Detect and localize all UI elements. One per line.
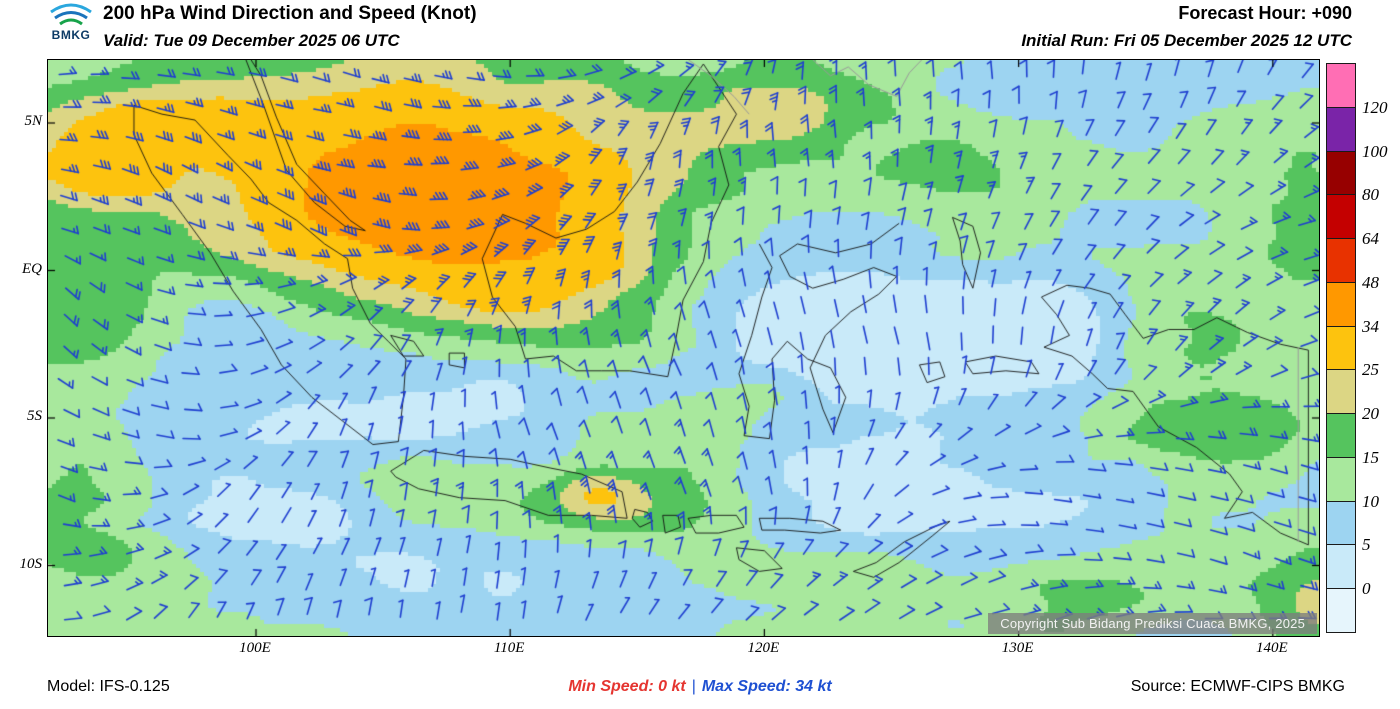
legend-band: [1326, 106, 1356, 152]
forecast-hour: Forecast Hour: +090: [1178, 3, 1352, 23]
bmkg-logo-icon: [50, 3, 92, 26]
legend-band: [1326, 194, 1356, 240]
legend-label: 5: [1362, 535, 1371, 555]
source-label: Source: ECMWF-CIPS BMKG: [1130, 678, 1345, 695]
legend-label: 0: [1362, 579, 1371, 599]
legend-band: [1326, 369, 1356, 415]
legend-label: 25: [1362, 360, 1379, 380]
legend-band: [1326, 281, 1356, 327]
bmkg-logo-text: BMKG: [51, 28, 91, 42]
speed-range-label: Min Speed: 0 kt | Max Speed: 34 kt: [0, 678, 1400, 696]
max-speed-label: Max Speed: 34 kt: [701, 678, 832, 695]
legend-band: [1326, 63, 1356, 108]
legend-label: 15: [1362, 447, 1379, 467]
model-label: Model: IFS-0.125: [47, 678, 170, 695]
legend-band: [1326, 588, 1356, 633]
legend-label: 64: [1362, 229, 1379, 249]
legend-band: [1326, 238, 1356, 283]
legend-band: [1326, 544, 1356, 590]
legend-band: [1326, 413, 1356, 458]
legend-label: 10: [1362, 491, 1379, 511]
color-scale-legend: [1326, 63, 1356, 633]
legend-label: 48: [1362, 272, 1379, 292]
legend-label: 100: [1362, 141, 1388, 161]
lon-axis-label: 130E: [1001, 640, 1034, 656]
lat-axis-label: 5N: [24, 113, 42, 129]
legend-band: [1326, 150, 1356, 196]
copyright-watermark: Copyright Sub Bidang Prediksi Cuaca BMKG…: [988, 613, 1317, 634]
lon-axis-label: 120E: [747, 640, 780, 656]
initial-run: Initial Run: Fri 05 December 2025 12 UTC: [1021, 31, 1352, 50]
lon-axis-label: 140E: [1255, 640, 1288, 656]
speed-separator: |: [691, 678, 696, 695]
legend-band: [1326, 456, 1356, 502]
legend-band: [1326, 325, 1356, 371]
valid-time: Valid: Tue 09 December 2025 06 UTC: [103, 31, 400, 50]
lat-axis-label: EQ: [22, 260, 42, 277]
lat-axis-label: 5S: [27, 408, 42, 424]
bmkg-logo: BMKG: [44, 2, 98, 41]
page-title: 200 hPa Wind Direction and Speed (Knot): [103, 3, 477, 24]
lat-axis-label: 10S: [19, 555, 43, 572]
legend-band: [1326, 500, 1356, 546]
legend-label: 34: [1362, 316, 1379, 336]
legend-label: 20: [1362, 404, 1379, 424]
min-speed-label: Min Speed: 0 kt: [568, 678, 686, 695]
lon-axis-label: 110E: [493, 640, 525, 656]
wind-speed-map: [48, 60, 1319, 636]
legend-label: 120: [1362, 97, 1388, 117]
legend-label: 80: [1362, 185, 1379, 205]
lon-axis-label: 100E: [239, 640, 271, 656]
map-frame: Copyright Sub Bidang Prediksi Cuaca BMKG…: [47, 59, 1320, 637]
